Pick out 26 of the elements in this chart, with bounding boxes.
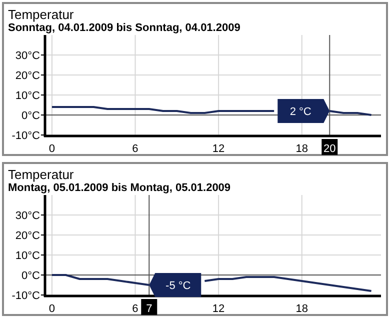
y-tick-label: 0°C: [22, 110, 40, 122]
chart-title: Temperatur: [8, 167, 74, 182]
x-tick-label: 0: [48, 303, 56, 315]
x-tick-label: 6: [132, 143, 138, 155]
y-tick-label: 10°C: [15, 90, 40, 102]
chart-title: Temperatur: [8, 7, 74, 22]
ref-line-label: 7: [146, 303, 152, 315]
y-tick-label: 0°C: [22, 270, 40, 282]
ref-line-label: 20: [324, 143, 336, 155]
x-tick-label: 12: [212, 143, 225, 155]
y-tick-label: -10°C: [12, 130, 40, 142]
annotation: 2 °C: [290, 106, 312, 118]
y-tick-label: 10°C: [15, 250, 40, 262]
x-tick-label: 18: [296, 143, 308, 155]
y-tick-label: 20°C: [15, 70, 40, 82]
x-tick-label: 12: [212, 303, 225, 315]
y-tick-label: 30°C: [15, 210, 40, 222]
chart-subtitle: Montag, 05.01.2009 bis Montag, 05.01.2009: [8, 182, 231, 194]
chart-subtitle: Sonntag, 04.01.2009 bis Sonntag, 04.01.2009: [8, 22, 240, 34]
x-tick-label: 18: [296, 303, 308, 315]
y-tick-label: -10°C: [12, 290, 40, 302]
x-tick-label: 6: [132, 303, 138, 315]
y-tick-label: 20°C: [15, 230, 40, 242]
x-tick-label: 0: [48, 143, 56, 155]
y-tick-label: 30°C: [15, 50, 40, 62]
annotation: -5 °C: [166, 280, 191, 292]
